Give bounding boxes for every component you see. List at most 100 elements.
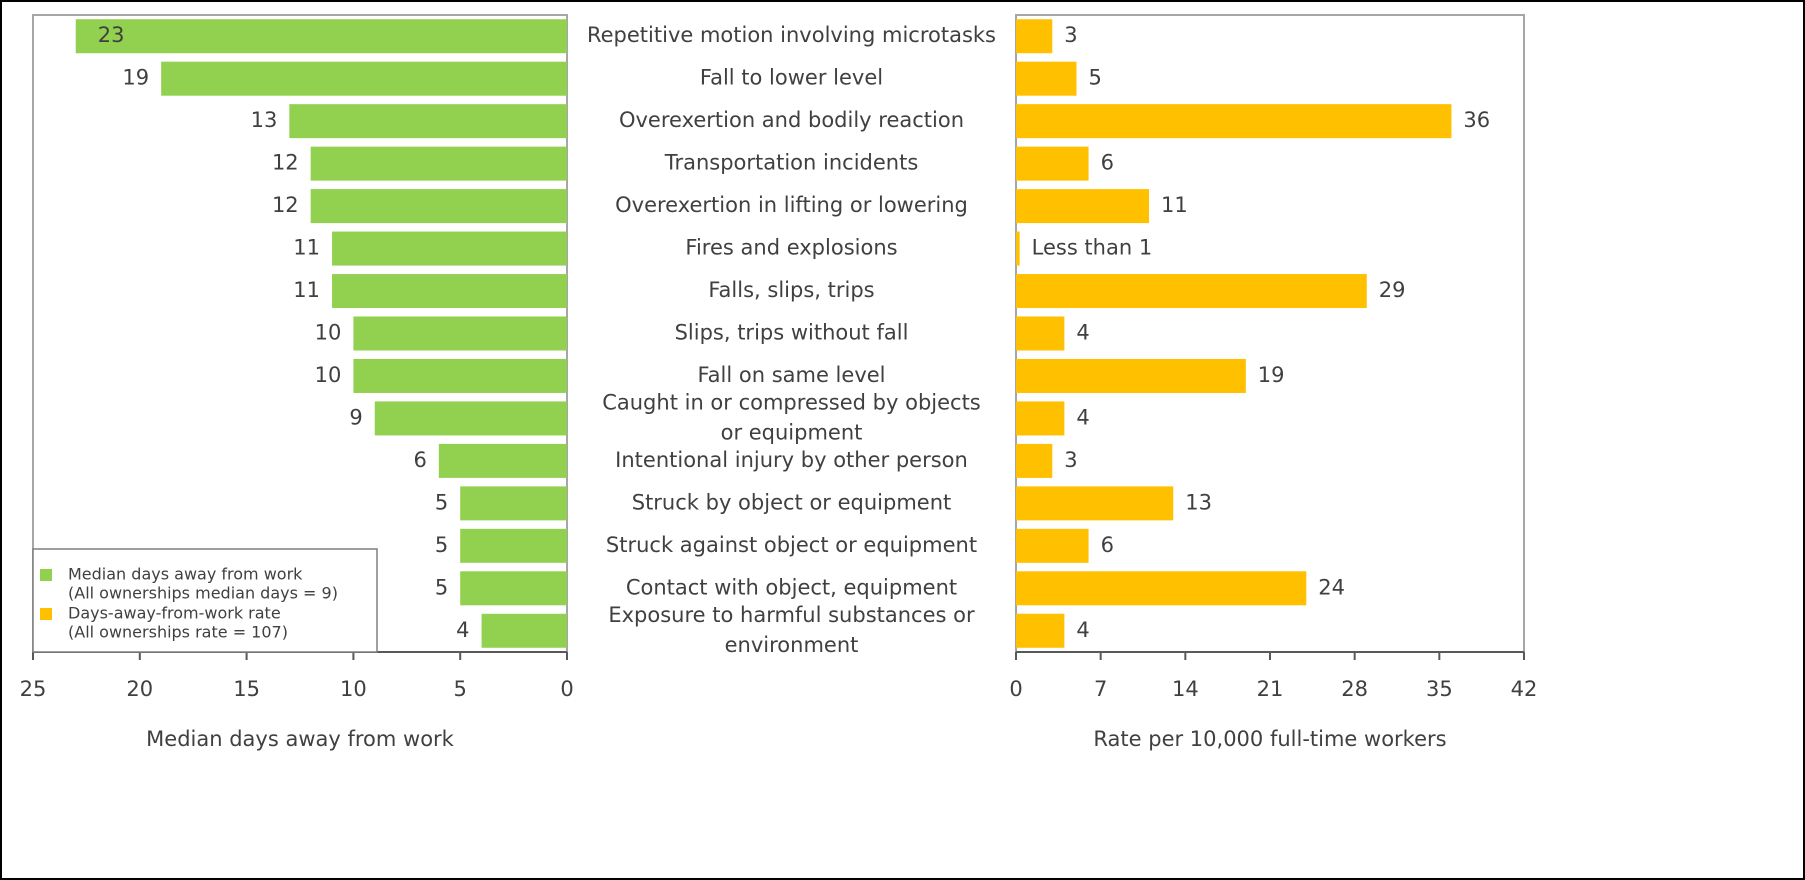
category-label: Struck against object or equipment: [606, 533, 977, 557]
bar: [1016, 146, 1089, 181]
bar: [460, 528, 567, 563]
x-tick-label: 5: [454, 677, 467, 701]
x-axis-label: Median days away from work: [146, 727, 455, 751]
bar: [438, 443, 567, 478]
bar: [1016, 61, 1077, 96]
bar: [353, 316, 567, 351]
data-label: 3: [1064, 448, 1077, 472]
data-label: 13: [1185, 490, 1212, 514]
bar: [460, 571, 567, 606]
data-label: 4: [1076, 405, 1089, 429]
data-label: 12: [272, 193, 299, 217]
bar: [1016, 613, 1065, 648]
category-label: Transportation incidents: [664, 151, 919, 175]
x-tick-label: 35: [1426, 677, 1453, 701]
bar: [1016, 486, 1174, 521]
x-tick-label: 42: [1511, 677, 1538, 701]
data-label: 3: [1064, 23, 1077, 47]
x-tick-label: 0: [560, 677, 573, 701]
data-label: 24: [1318, 575, 1345, 599]
data-label: 10: [315, 363, 342, 387]
data-label: 5: [435, 533, 448, 557]
data-label: 4: [1076, 618, 1089, 642]
data-label: Less than 1: [1032, 236, 1153, 260]
bar: [1016, 528, 1089, 563]
legend-label: Median days away from work: [68, 565, 303, 584]
bar: [310, 189, 567, 224]
category-line: environment: [725, 633, 859, 657]
category-label: Slips, trips without fall: [675, 321, 909, 345]
category-label: Overexertion and bodily reaction: [619, 108, 964, 132]
category-label: Fires and explosions: [685, 236, 897, 260]
data-label: 11: [293, 278, 320, 302]
category-label: Struck by object or equipment: [632, 490, 952, 514]
data-label: 19: [122, 66, 149, 90]
legend-label: Days-away-from-work rate: [68, 604, 281, 623]
bar: [353, 358, 567, 393]
bar: [1016, 231, 1020, 266]
bar: [1016, 401, 1065, 436]
data-label: 11: [1161, 193, 1188, 217]
bar: [332, 274, 567, 309]
data-label: 5: [1088, 66, 1101, 90]
bar: [332, 231, 567, 266]
legend-swatch: [40, 569, 52, 581]
category-label: Caught in or compressed by objects or equ…: [602, 390, 981, 444]
data-label: 36: [1463, 108, 1490, 132]
data-label: 11: [293, 236, 320, 260]
x-tick-label: 15: [233, 677, 260, 701]
category-label: Fall on same level: [698, 363, 886, 387]
bar: [1016, 104, 1452, 139]
legend-note: (All ownerships median days = 9): [68, 584, 338, 603]
legend-box: [32, 548, 378, 653]
data-label: 29: [1379, 278, 1406, 302]
bar: [75, 19, 567, 54]
x-tick-label: 10: [340, 677, 367, 701]
bar: [481, 613, 567, 648]
category-label: Contact with object, equipment: [626, 575, 957, 599]
legend-note: (All ownerships rate = 107): [68, 623, 288, 642]
category-label: Exposure to harmful substances or environ…: [608, 603, 975, 657]
category-line: Exposure to harmful substances or: [608, 603, 975, 627]
category-line: or equipment: [721, 420, 863, 444]
data-label: 5: [435, 575, 448, 599]
data-label: 23: [98, 23, 125, 47]
x-tick-label: 21: [1257, 677, 1284, 701]
data-label: 6: [1101, 151, 1114, 175]
category-line: Caught in or compressed by objects: [602, 390, 981, 414]
bar: [161, 61, 567, 96]
data-label: 10: [315, 321, 342, 345]
category-label: Fall to lower level: [700, 66, 883, 90]
bar: [1016, 316, 1065, 351]
x-tick-label: 14: [1172, 677, 1199, 701]
data-label: 6: [1101, 533, 1114, 557]
x-tick-label: 28: [1341, 677, 1368, 701]
data-label: 9: [349, 405, 362, 429]
data-label: 4: [1076, 321, 1089, 345]
data-label: 6: [413, 448, 426, 472]
bar: [1016, 358, 1246, 393]
legend-swatch: [40, 608, 52, 620]
data-label: 4: [456, 618, 469, 642]
category-label: Intentional injury by other person: [615, 448, 968, 472]
bar: [1016, 189, 1150, 224]
bar: [310, 146, 567, 181]
bar: [460, 486, 567, 521]
category-label: Falls, slips, trips: [708, 278, 874, 302]
bar: [1016, 443, 1053, 478]
x-tick-label: 0: [1009, 677, 1022, 701]
bar: [374, 401, 567, 436]
x-tick-label: 7: [1094, 677, 1107, 701]
category-label: Overexertion in lifting or lowering: [615, 193, 968, 217]
bar: [1016, 571, 1307, 606]
x-axis-label: Rate per 10,000 full-time workers: [1093, 727, 1446, 751]
bar: [1016, 19, 1053, 54]
bar: [1016, 274, 1367, 309]
bar: [289, 104, 567, 139]
category-label: Repetitive motion involving microtasks: [587, 23, 996, 47]
data-label: 19: [1258, 363, 1285, 387]
x-tick-label: 25: [20, 677, 47, 701]
